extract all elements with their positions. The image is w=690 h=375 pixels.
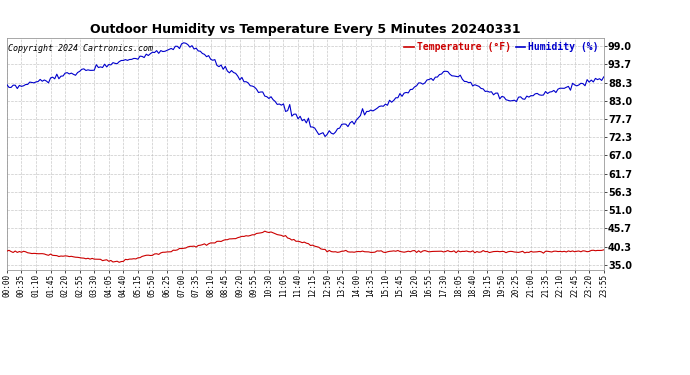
Text: Copyright 2024 Cartronics.com: Copyright 2024 Cartronics.com — [8, 45, 153, 54]
Legend: Temperature (°F), Humidity (%): Temperature (°F), Humidity (%) — [404, 42, 599, 52]
Title: Outdoor Humidity vs Temperature Every 5 Minutes 20240331: Outdoor Humidity vs Temperature Every 5 … — [90, 23, 521, 36]
